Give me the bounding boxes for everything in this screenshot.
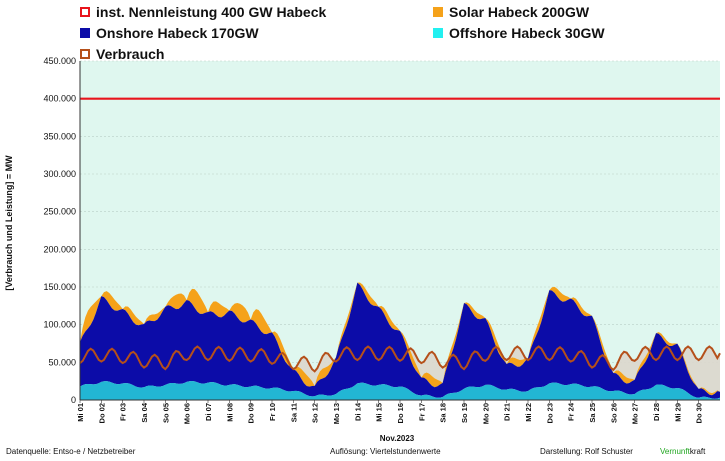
x-tick-label: Mi 29 (673, 403, 682, 422)
x-tick-label: Sa 11 (289, 403, 298, 422)
x-tick-label: Fr 10 (268, 403, 277, 421)
legend-swatch-solar (433, 7, 443, 17)
y-tick-label: 100.000 (43, 320, 76, 330)
x-tick-label: Mi 01 (76, 403, 85, 422)
x-tick-label: Di 28 (652, 403, 661, 421)
x-tick-label: Do 23 (545, 403, 554, 423)
x-tick-label: Fr 03 (119, 403, 128, 421)
x-tick-label: Mi 15 (375, 403, 384, 422)
legend-item-solar: Solar Habeck 200GW (433, 4, 589, 20)
y-tick-label: 0 (71, 395, 76, 405)
x-tick-label: Sa 04 (140, 402, 149, 422)
footer-brand-part2: kraft (689, 447, 706, 456)
x-tick-label: So 12 (311, 403, 320, 423)
legend-label-nennleistung: inst. Nennleistung 400 GW Habeck (96, 4, 327, 20)
x-tick-label: So 05 (161, 403, 170, 423)
x-tick-label: Do 02 (97, 403, 106, 423)
legend-item-verbrauch: Verbrauch (80, 46, 164, 62)
legend-item-nennleistung: inst. Nennleistung 400 GW Habeck (80, 4, 326, 20)
x-tick-label: Fr 17 (417, 403, 426, 421)
y-tick-label: 400.000 (43, 94, 76, 104)
y-tick-label: 450.000 (43, 56, 76, 66)
x-tick-label: Do 16 (396, 403, 405, 423)
x-axis-label: Nov.2023 (380, 434, 415, 443)
y-tick-label: 150.000 (43, 282, 76, 292)
x-tick-label: Di 07 (204, 403, 213, 421)
x-tick-label: Mo 20 (481, 403, 490, 424)
x-tick-label: Di 21 (503, 403, 512, 421)
x-tick-label: Sa 18 (439, 403, 448, 423)
legend-label-verbrauch: Verbrauch (96, 46, 165, 62)
x-tick-label: Sa 25 (588, 403, 597, 423)
legend-item-onshore: Onshore Habeck 170GW (80, 25, 259, 41)
footer-source: Datenquelle: Entso-e / Netzbetreiber (6, 447, 136, 456)
x-tick-label: Di 14 (353, 402, 362, 421)
y-axis-label: [Verbrauch und Leistung] = MW (4, 155, 14, 291)
x-tick-label: Do 09 (247, 403, 256, 423)
y-tick-label: 300.000 (43, 169, 76, 179)
footer-author: Darstellung: Rolf Schuster (540, 447, 633, 456)
series-offshore-area (80, 380, 720, 400)
y-tick-label: 50.000 (48, 357, 76, 367)
x-tick-label: Mo 27 (631, 403, 640, 424)
series-onshore-area (80, 282, 720, 399)
footer-brand: Vernunftkraft (660, 447, 705, 461)
x-tick-label: Mi 08 (225, 403, 234, 422)
footer-brand-part1: Vernunft (660, 447, 690, 456)
x-tick-label: So 26 (609, 403, 618, 423)
x-tick-label: Mi 22 (524, 403, 533, 422)
y-tick-label: 200.000 (43, 244, 76, 254)
legend-swatch-verbrauch (80, 49, 90, 59)
series-solar-area (80, 282, 720, 396)
legend-item-offshore: Offshore Habeck 30GW (433, 25, 605, 41)
footer-resolution: Auflösung: Viertelstundenwerte (330, 447, 441, 456)
legend-label-onshore: Onshore Habeck 170GW (96, 25, 259, 41)
y-tick-label: 250.000 (43, 207, 76, 217)
x-tick-label: Mo 06 (183, 403, 192, 424)
x-tick-label: Do 30 (695, 403, 704, 423)
series-verbrauch-line (79, 345, 721, 373)
legend-swatch-nennleistung (80, 7, 90, 17)
legend-swatch-offshore (433, 28, 443, 38)
x-tick-label: So 19 (460, 403, 469, 423)
y-tick-label: 350.000 (43, 131, 76, 141)
x-tick-label: Fr 24 (567, 402, 576, 421)
legend-label-solar: Solar Habeck 200GW (449, 4, 590, 20)
x-tick-label: Mo 13 (332, 403, 341, 424)
legend-swatch-onshore (80, 28, 90, 38)
legend: inst. Nennleistung 400 GW Habeck Solar H… (0, 0, 725, 64)
legend-label-offshore: Offshore Habeck 30GW (449, 25, 605, 41)
